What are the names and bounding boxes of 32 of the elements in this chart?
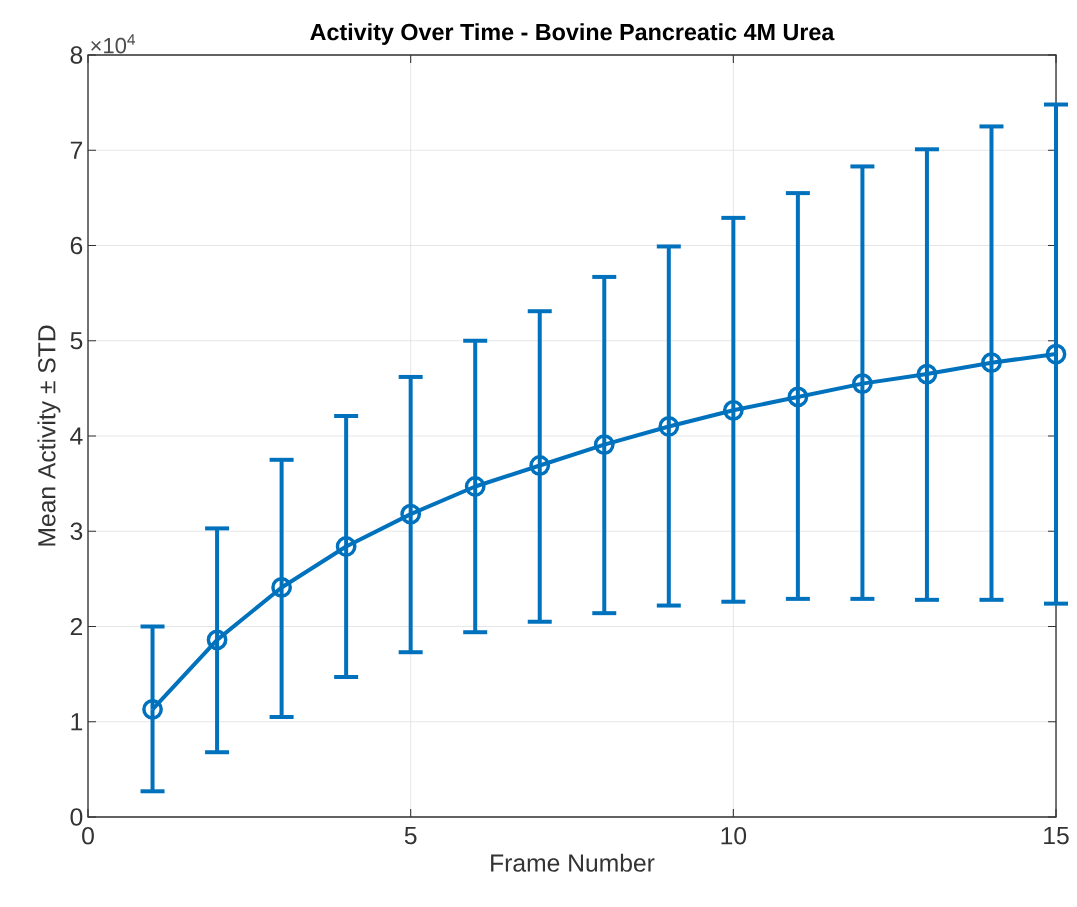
y-axis-title: Mean Activity ± STD: [37, 325, 61, 546]
point: [916, 363, 938, 385]
x-tick-label: 15: [1044, 827, 1069, 845]
point: [464, 476, 486, 497]
y-tick-label: 1: [71, 713, 83, 731]
point: [658, 416, 680, 437]
point: [400, 503, 422, 525]
x-tick-label: 10: [721, 827, 747, 845]
point: [335, 536, 357, 557]
point: [787, 386, 809, 408]
y-tick-label: 5: [70, 332, 83, 350]
y-tick-label: 6: [70, 236, 83, 255]
point: [722, 399, 744, 421]
x-tick-label: 5: [404, 827, 417, 845]
point: [593, 434, 615, 455]
y-tick-label: 8: [70, 46, 83, 64]
y-tick-label: 4: [70, 427, 83, 445]
x-tick-label: 0: [82, 827, 94, 845]
y-tick-label: 0: [70, 808, 83, 826]
point: [981, 352, 1002, 374]
y-tick-label: 2: [70, 617, 83, 636]
point: [1045, 343, 1067, 365]
chart-title: Activity Over Time - Bovine Pancreatic 4M Urea: [310, 23, 835, 45]
y-tick-label: 3: [70, 522, 83, 540]
point: [206, 629, 228, 651]
x-axis-title: Frame Number: [491, 853, 655, 872]
y-tick-label: 7: [70, 141, 83, 159]
point: [529, 455, 551, 476]
point: [271, 577, 293, 598]
point: [852, 373, 873, 395]
text: ×10$^{4}$: [91, 34, 136, 54]
point: [142, 698, 163, 720]
